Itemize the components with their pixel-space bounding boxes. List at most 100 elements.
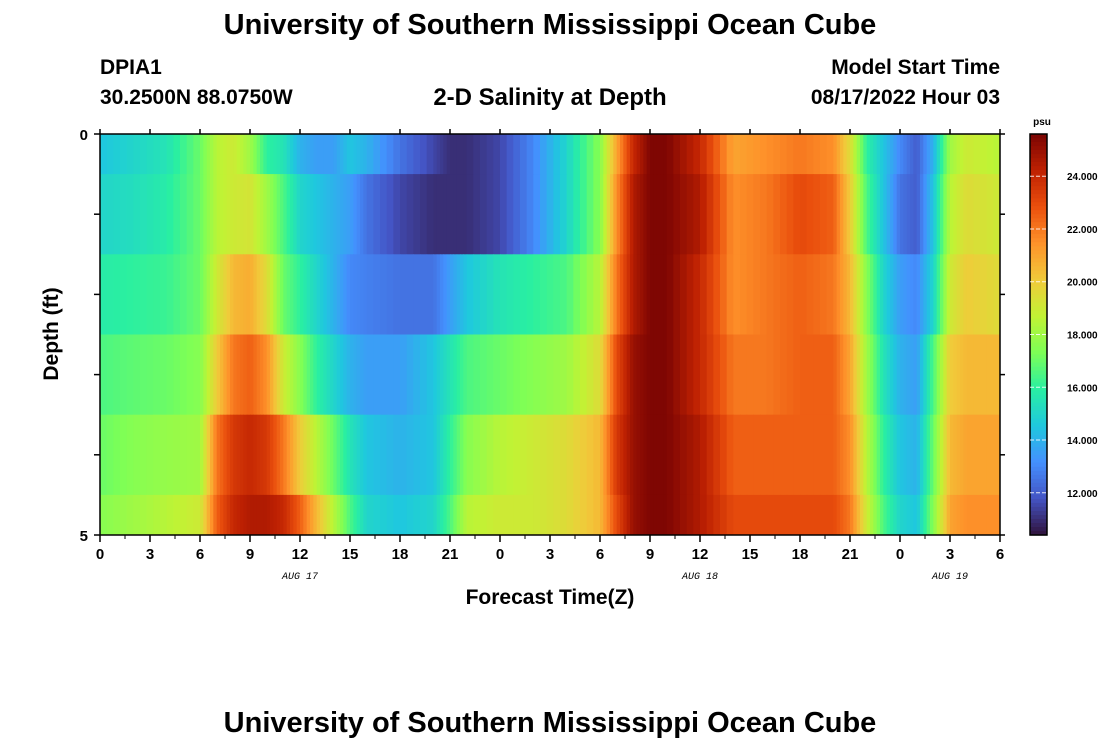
heatmap-cell xyxy=(456,254,461,336)
heatmap-cell xyxy=(693,174,701,255)
heatmap-cell xyxy=(653,174,658,255)
heatmap-cell xyxy=(233,254,238,336)
heatmap-cell xyxy=(333,134,338,175)
heatmap-cell xyxy=(356,494,361,535)
heatmap-cell xyxy=(846,414,851,496)
heatmap-cell xyxy=(366,414,374,496)
heatmap-cell xyxy=(160,174,168,255)
heatmap-cell xyxy=(593,134,601,175)
heatmap-cell xyxy=(553,414,561,496)
heatmap-cell xyxy=(263,334,268,416)
heatmap-cell xyxy=(506,134,514,175)
heatmap-cell xyxy=(373,174,381,255)
heatmap-cell xyxy=(320,414,324,496)
heatmap-cell xyxy=(356,174,361,255)
heatmap-cell xyxy=(920,134,924,175)
heatmap-cell xyxy=(760,134,768,175)
heatmap-cell xyxy=(126,414,134,496)
heatmap-cell xyxy=(846,254,851,336)
heatmap-cell xyxy=(946,414,951,496)
heatmap-cell xyxy=(660,414,664,496)
heatmap-cell xyxy=(890,134,894,175)
heatmap-cell xyxy=(230,334,234,416)
heatmap-cell xyxy=(240,134,244,175)
heatmap-cell xyxy=(246,174,251,255)
colorbar-segment xyxy=(1030,346,1047,352)
heatmap-cell xyxy=(916,254,921,336)
heatmap-cell xyxy=(870,134,874,175)
heatmap-cell xyxy=(243,134,248,175)
heatmap-cell xyxy=(380,174,388,255)
heatmap-cell xyxy=(656,334,661,416)
heatmap-cell xyxy=(630,414,634,496)
heatmap-cell xyxy=(673,174,681,255)
heatmap-cell xyxy=(366,494,374,535)
heatmap-cell xyxy=(473,254,481,336)
heatmap-cell xyxy=(633,334,638,416)
heatmap-cell xyxy=(686,134,694,175)
colorbar-segment xyxy=(1030,530,1047,536)
heatmap-cell xyxy=(186,414,194,496)
heatmap-cell xyxy=(713,334,721,416)
heatmap-cell xyxy=(193,134,201,175)
heatmap-cell xyxy=(643,174,648,255)
y-axis: 05 xyxy=(80,127,1005,545)
heatmap-cell xyxy=(840,134,844,175)
colorbar-segment xyxy=(1030,246,1047,251)
heatmap-cell xyxy=(363,494,368,535)
heatmap-cell xyxy=(366,254,374,336)
heatmap-cell xyxy=(263,494,268,535)
heatmap-cell xyxy=(293,134,298,175)
heatmap-cell xyxy=(740,334,748,416)
heatmap-cell xyxy=(220,334,224,416)
heatmap-cell xyxy=(320,134,324,175)
heatmap-cell xyxy=(950,414,954,496)
heatmap-cell xyxy=(906,254,911,336)
x-tick-label: 18 xyxy=(392,546,409,563)
heatmap-cell xyxy=(316,494,321,535)
heatmap-cell xyxy=(166,254,174,336)
heatmap-cell xyxy=(623,494,628,535)
heatmap-cell xyxy=(886,334,891,416)
heatmap-cell xyxy=(923,494,928,535)
heatmap-cell xyxy=(966,134,974,175)
heatmap-cell xyxy=(610,414,614,496)
heatmap-cell xyxy=(616,254,621,336)
heatmap-cell xyxy=(870,494,874,535)
heatmap-cell xyxy=(640,174,644,255)
heatmap-cell xyxy=(656,174,661,255)
heatmap-cell xyxy=(460,334,464,416)
heatmap-cell xyxy=(926,134,931,175)
heatmap-cell xyxy=(283,174,288,255)
x-tick-label: 6 xyxy=(996,546,1004,563)
heatmap-cell xyxy=(833,254,838,336)
heatmap-cell xyxy=(186,174,194,255)
heatmap-cell xyxy=(780,334,788,416)
heatmap-cell xyxy=(806,494,814,535)
heatmap-cell xyxy=(646,414,651,496)
heatmap-cell xyxy=(120,334,128,416)
x-axis-label: Forecast Time(Z) xyxy=(466,586,635,609)
colorbar-segment xyxy=(1030,398,1047,404)
heatmap-cell xyxy=(610,134,614,175)
heatmap-cell xyxy=(270,414,274,496)
heatmap-cell xyxy=(566,334,574,416)
heatmap-cell xyxy=(363,174,368,255)
heatmap-cell xyxy=(926,334,931,416)
heatmap-cell xyxy=(216,254,221,336)
heatmap-cell xyxy=(216,334,221,416)
heatmap-cell xyxy=(633,254,638,336)
heatmap-cell xyxy=(236,334,241,416)
heatmap-cell xyxy=(113,254,121,336)
heatmap-cell xyxy=(316,254,321,336)
heatmap-cell xyxy=(626,174,631,255)
heatmap-cell xyxy=(943,334,948,416)
heatmap-cell xyxy=(686,414,694,496)
heatmap-cell xyxy=(520,174,528,255)
heatmap-cell xyxy=(633,174,638,255)
heatmap-cell xyxy=(233,334,238,416)
heatmap-cell xyxy=(840,174,844,255)
heatmap-cells xyxy=(100,134,1000,535)
heatmap-cell xyxy=(946,134,951,175)
colorbar-segment xyxy=(1030,162,1047,167)
